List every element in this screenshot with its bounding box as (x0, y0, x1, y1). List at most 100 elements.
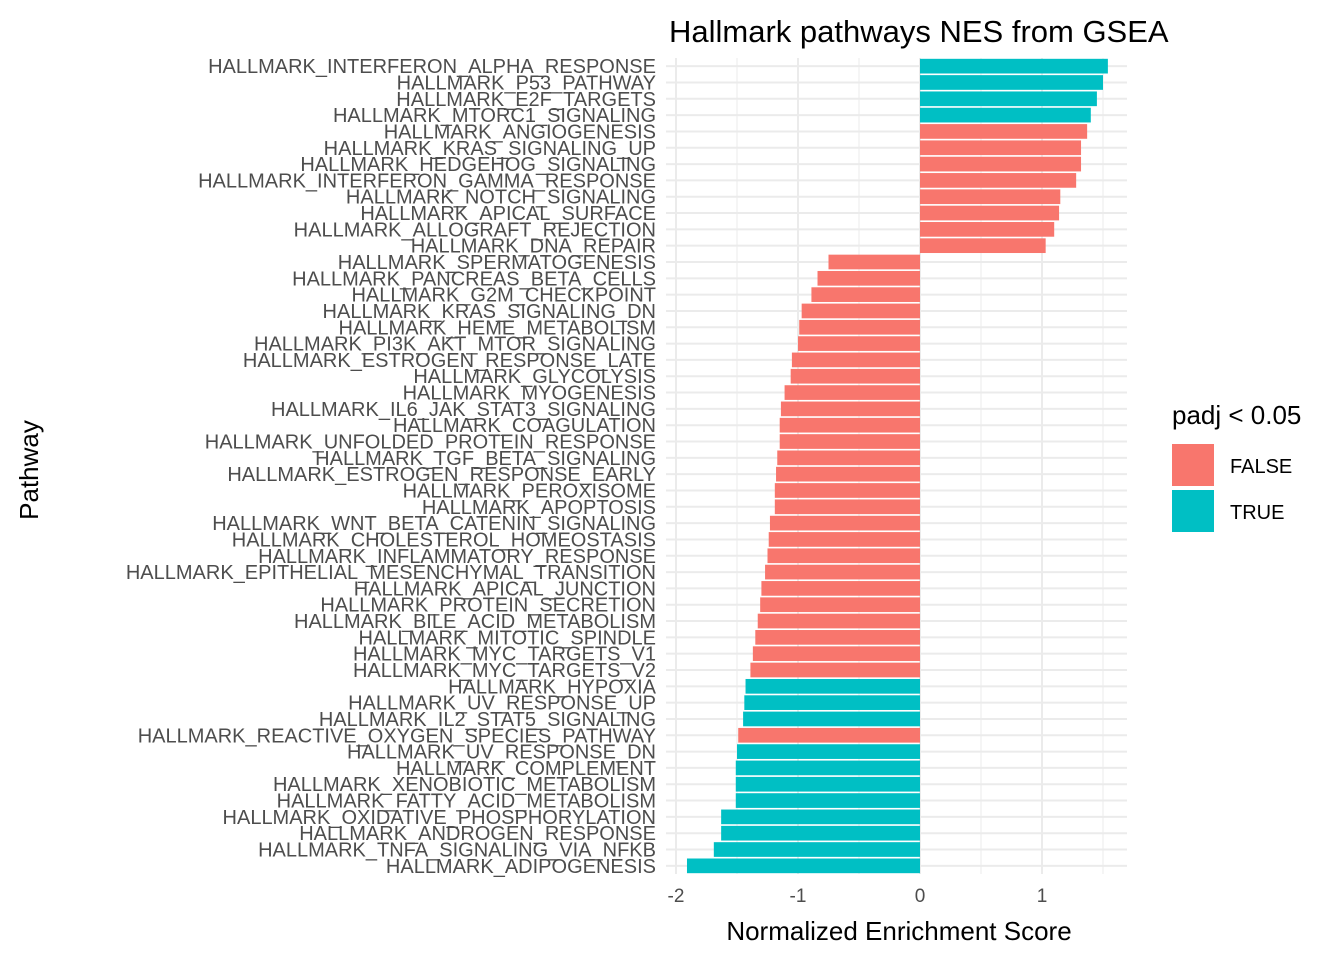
y-tick-label: HALLMARK_IL2_STAT5_SIGNALING (319, 709, 656, 731)
legend-label: TRUE (1230, 502, 1284, 524)
bars (686, 58, 1108, 874)
bar (920, 140, 1082, 156)
bar (752, 646, 920, 662)
bar (920, 238, 1046, 254)
x-axis-title: Normalized Enrichment Score (726, 916, 1071, 946)
bar (735, 760, 920, 776)
bar (755, 630, 920, 645)
bar (920, 124, 1088, 139)
legend-key (1172, 444, 1214, 486)
y-tick-label: HALLMARK_PI3K_AKT_MTOR_SIGNALING (254, 334, 656, 356)
bar (721, 825, 920, 841)
bar (743, 711, 920, 727)
bar (920, 75, 1103, 90)
bar (790, 368, 920, 384)
legend-items: FALSE TRUE (1172, 444, 1292, 532)
bar (744, 695, 920, 710)
y-tick-label: HALLMARK_MYC_TARGETS_V2 (353, 660, 656, 682)
bar (721, 809, 920, 825)
bar (757, 613, 920, 629)
y-tick-label: HALLMARK_HEME_METABOLISM (339, 317, 657, 339)
y-tick-label: HALLMARK_INTERFERON_ALPHA_RESPONSE (208, 56, 656, 78)
bar (920, 58, 1108, 74)
x-tick-label: 1 (1037, 886, 1048, 907)
legend-title: padj < 0.05 (1172, 400, 1301, 430)
y-tick-label: HALLMARK_ANGIOGENESIS (384, 121, 656, 143)
y-tick-label: HALLMARK_TGF_BETA_SIGNALING (315, 448, 656, 470)
y-tick-label: HALLMARK_APOPTOSIS (422, 497, 656, 519)
bar (767, 548, 920, 564)
y-tick-label: HALLMARK_COMPLEMENT (396, 758, 656, 780)
legend-key (1172, 490, 1214, 532)
bar (769, 515, 920, 531)
legend-label: FALSE (1230, 456, 1292, 478)
bar (745, 678, 920, 694)
y-tick-label: HALLMARK_G2M_CHECKPOINT (351, 285, 656, 307)
bar (817, 270, 920, 286)
plot-panel (666, 58, 1127, 874)
bar (713, 842, 920, 857)
bar (920, 91, 1097, 107)
y-tick-label: HALLMARK_UV_RESPONSE_UP (348, 693, 656, 715)
y-tick-label: HALLMARK_EPITHELIAL_MESENCHYMAL_TRANSITI… (126, 562, 656, 584)
y-tick-label: HALLMARK_PANCREAS_BETA_CELLS (292, 268, 656, 290)
y-axis-tick-labels: HALLMARK_INTERFERON_ALPHA_RESPONSEHALLMA… (126, 56, 657, 878)
bar (811, 287, 920, 302)
y-tick-label: HALLMARK_ESTROGEN_RESPONSE_LATE (243, 350, 656, 372)
y-tick-label: HALLMARK_P53_PATHWAY (397, 72, 656, 94)
bar (920, 173, 1077, 188)
y-tick-label: HALLMARK_KRAS_SIGNALING_UP (324, 138, 656, 160)
y-tick-label: HALLMARK_GLYCOLYSIS (413, 366, 656, 388)
bar (780, 401, 920, 417)
bar (760, 597, 920, 613)
bar (738, 727, 920, 743)
y-tick-label: HALLMARK_DNA_REPAIR (411, 236, 656, 258)
y-tick-label: HALLMARK_NOTCH_SIGNALING (346, 187, 656, 209)
y-tick-label: HALLMARK_HEDGEHOG_SIGNALING (300, 154, 656, 176)
bar (798, 336, 920, 351)
y-tick-label: HALLMARK_ESTROGEN_RESPONSE_EARLY (227, 464, 656, 486)
x-tick-label: -2 (668, 886, 685, 907)
bar (686, 858, 920, 874)
y-tick-label: HALLMARK_UV_RESPONSE_DN (347, 742, 656, 764)
x-tick-label: 0 (915, 886, 926, 907)
bar (776, 466, 920, 482)
y-tick-label: HALLMARK_PROTEIN_SECRETION (320, 595, 656, 617)
bar (768, 532, 920, 547)
y-tick-label: HALLMARK_SPERMATOGENESIS (338, 252, 656, 274)
y-tick-label: HALLMARK_KRAS_SIGNALING_DN (323, 301, 656, 323)
y-tick-label: HALLMARK_INFLAMMATORY_RESPONSE (258, 546, 656, 568)
y-tick-label: HALLMARK_WNT_BETA_CATENIN_SIGNALING (212, 513, 656, 535)
bar (801, 303, 920, 319)
y-tick-label: HALLMARK_ALLOGRAFT_REJECTION (294, 219, 656, 241)
bar (791, 352, 920, 368)
y-tick-label: HALLMARK_FATTY_ACID_METABOLISM (277, 791, 656, 813)
bar (799, 319, 920, 335)
y-tick-label: HALLMARK_E2F_TARGETS (396, 89, 656, 111)
y-tick-label: HALLMARK_ANDROGEN_RESPONSE (299, 823, 656, 845)
y-tick-label: HALLMARK_MYOGENESIS (403, 383, 656, 405)
bar (765, 564, 920, 580)
y-tick-label: HALLMARK_PEROXISOME (403, 480, 656, 502)
y-tick-label: HALLMARK_COAGULATION (393, 415, 656, 437)
y-tick-label: HALLMARK_IL6_JAK_STAT3_SIGNALING (271, 399, 656, 421)
y-tick-label: HALLMARK_MYC_TARGETS_V1 (353, 644, 656, 666)
y-tick-label: HALLMARK_XENOBIOTIC_METABOLISM (273, 774, 656, 796)
bar (828, 254, 920, 270)
bar (920, 156, 1082, 172)
bar (737, 744, 920, 759)
y-tick-label: HALLMARK_MTORC1_SIGNALING (333, 105, 656, 127)
bar (920, 205, 1060, 221)
y-tick-label: HALLMARK_HYPOXIA (448, 676, 657, 698)
y-tick-label: HALLMARK_UNFOLDED_PROTEIN_RESPONSE (205, 432, 656, 454)
y-tick-label: HALLMARK_REACTIVE_OXYGEN_SPECIES_PATHWAY (138, 725, 656, 747)
y-tick-label: HALLMARK_TNFA_SIGNALING_VIA_NFKB (258, 840, 656, 862)
bar (735, 793, 920, 808)
x-axis-tick-labels: -2 -1 0 1 (668, 886, 1048, 907)
y-tick-label: HALLMARK_OXIDATIVE_PHOSPHORYLATION (223, 807, 656, 829)
bar (779, 434, 920, 449)
bar (761, 581, 920, 596)
bar (784, 385, 920, 400)
x-tick-label: -1 (790, 886, 807, 907)
bar (779, 417, 920, 433)
